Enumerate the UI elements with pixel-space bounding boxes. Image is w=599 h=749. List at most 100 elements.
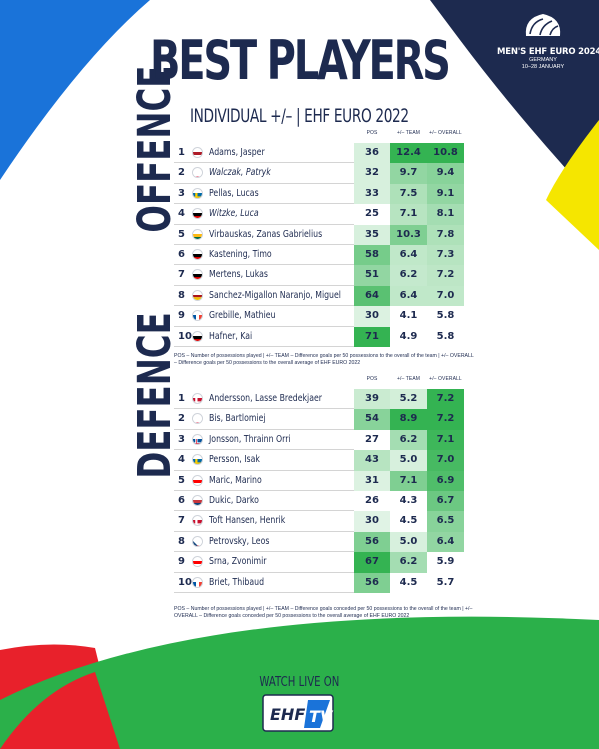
page-title: BEST PLAYERS [150, 29, 451, 92]
rank-number: 4 [178, 454, 185, 466]
team-diff-value: 5.0 [390, 531, 427, 553]
overall-diff-value: 7.2 [427, 389, 464, 410]
table-row: 10 Briet, Thibaud 56 4.5 5.7 [174, 572, 464, 593]
handball-emblem-icon [525, 14, 561, 36]
red-overlay-shape [0, 672, 120, 749]
rank-number: 4 [178, 208, 185, 220]
player-name: Sanchez-Migallon Naranjo, Miguel [209, 289, 341, 301]
ehf-tv-suffix: TV [309, 707, 334, 726]
pos-value: 56 [354, 531, 390, 553]
player-name: Kastening, Timo [209, 248, 272, 260]
poland-flag-icon [192, 413, 203, 425]
event-title: MEN'S EHF EURO 2024 [497, 47, 599, 57]
rank-number: 2 [178, 413, 185, 425]
offence-note: POS – Number of possessions played | +/–… [174, 353, 474, 366]
table-row: 10 Hafner, Kai 71 4.9 5.8 [174, 326, 464, 347]
netherlands-flag-icon [192, 147, 203, 158]
defence-label: DEFENCE [128, 312, 181, 479]
pos-value: 25 [354, 204, 390, 225]
rank-number: 8 [178, 535, 185, 547]
table-row: 7 Mertens, Lukas 51 6.2 7.2 [174, 265, 464, 286]
rank-number: 9 [178, 556, 185, 568]
table-row: 6 Kastening, Timo 58 6.4 7.3 [174, 244, 464, 266]
pos-value: 54 [354, 409, 390, 430]
overall-diff-value: 7.1 [427, 429, 464, 451]
rank-number: 7 [178, 515, 185, 527]
team-diff-value: 6.4 [390, 285, 427, 307]
col-overall-header-defence: +/– OVERALL [429, 376, 462, 382]
germany-flag-icon [192, 248, 203, 260]
sweden-flag-icon [192, 187, 203, 199]
player-name: Maric, Marino [209, 474, 262, 486]
overall-diff-value: 5.8 [427, 326, 464, 347]
player-name: Toft Hansen, Henrik [209, 515, 286, 527]
team-diff-value: 4.3 [390, 490, 427, 512]
table-row: 4 Witzke, Luca 25 7.1 8.1 [174, 204, 464, 225]
rank-number: 6 [178, 494, 185, 506]
overall-diff-value: 5.8 [427, 306, 464, 327]
player-name: Virbauskas, Zanas Gabrielius [209, 228, 323, 240]
green-bottom-shape [0, 616, 599, 749]
pos-value: 35 [354, 224, 390, 245]
pos-value: 26 [354, 490, 390, 512]
pos-value: 39 [354, 389, 390, 410]
team-diff-value: 6.2 [390, 552, 427, 573]
overall-diff-value: 9.1 [427, 183, 464, 205]
overall-diff-value: 5.9 [427, 552, 464, 573]
player-name: Petrovsky, Leos [209, 535, 270, 547]
france-flag-icon [192, 310, 203, 322]
lithuania-flag-icon [192, 228, 203, 240]
offence-label: OFFENCE [128, 65, 181, 233]
player-name: Srna, Zvonimir [209, 556, 267, 568]
table-row: 3 Pellas, Lucas 33 7.5 9.1 [174, 183, 464, 205]
pos-value: 56 [354, 572, 390, 593]
rank-number: 3 [178, 187, 185, 199]
team-diff-value: 10.3 [390, 224, 427, 245]
col-pos-header-defence: POS [366, 376, 378, 382]
table-row: 5 Maric, Marino 31 7.1 6.9 [174, 470, 464, 491]
croatia-flag-icon [192, 474, 203, 486]
overall-diff-value: 6.5 [427, 511, 464, 532]
croatia-flag-icon [192, 556, 203, 568]
player-name: Witzke, Luca [209, 208, 259, 220]
pos-value: 30 [354, 511, 390, 532]
player-name: Pellas, Lucas [209, 187, 259, 199]
overall-diff-value: 5.7 [427, 572, 464, 593]
germany-flag-icon [192, 269, 203, 281]
table-row: 2 Walczak, Patryk 32 9.7 9.4 [174, 163, 464, 184]
player-name: Grebille, Mathieu [209, 310, 276, 322]
event-country: GERMANY [529, 57, 557, 63]
overall-diff-value: 6.9 [427, 470, 464, 491]
overall-diff-value: 7.0 [427, 450, 464, 471]
defence-table: 1 Andersson, Lasse Bredekjaer 39 5.2 7.2 2 Bis… [174, 389, 464, 593]
pos-value: 43 [354, 450, 390, 471]
team-diff-value: 12.4 [390, 143, 427, 164]
team-diff-value: 5.0 [390, 450, 427, 471]
team-diff-value: 5.2 [390, 389, 427, 410]
ehf-tv-logo[interactable]: EHF TV [262, 694, 334, 732]
blue-corner-shape [0, 0, 150, 180]
offence-table: 1 Adams, Jasper 36 12.4 10.8 2 Walczak, Patryk… [174, 143, 464, 347]
col-pos-header: POS [366, 130, 378, 136]
yellow-right-shape [546, 120, 599, 250]
table-row: 7 Toft Hansen, Henrik 30 4.5 6.5 [174, 511, 464, 532]
team-diff-value: 8.9 [390, 409, 427, 430]
pos-value: 71 [354, 326, 390, 347]
overall-diff-value: 7.8 [427, 224, 464, 245]
rank-number: 6 [178, 248, 185, 260]
team-diff-value: 6.4 [390, 244, 427, 266]
player-name: Mertens, Lukas [209, 269, 268, 281]
rank-number: 10 [178, 330, 192, 342]
team-diff-value: 7.1 [390, 470, 427, 491]
team-diff-value: 4.5 [390, 572, 427, 593]
event-logo: MEN'S EHF EURO 2024 GERMANY 10–28 JANUAR… [497, 10, 599, 88]
rank-number: 8 [178, 289, 185, 301]
team-diff-value: 6.2 [390, 429, 427, 451]
overall-diff-value: 6.7 [427, 490, 464, 512]
poland-flag-icon [192, 167, 203, 179]
rank-number: 9 [178, 310, 185, 322]
team-diff-value: 7.1 [390, 204, 427, 225]
player-name: Persson, Isak [209, 454, 260, 466]
rank-number: 5 [178, 228, 185, 240]
